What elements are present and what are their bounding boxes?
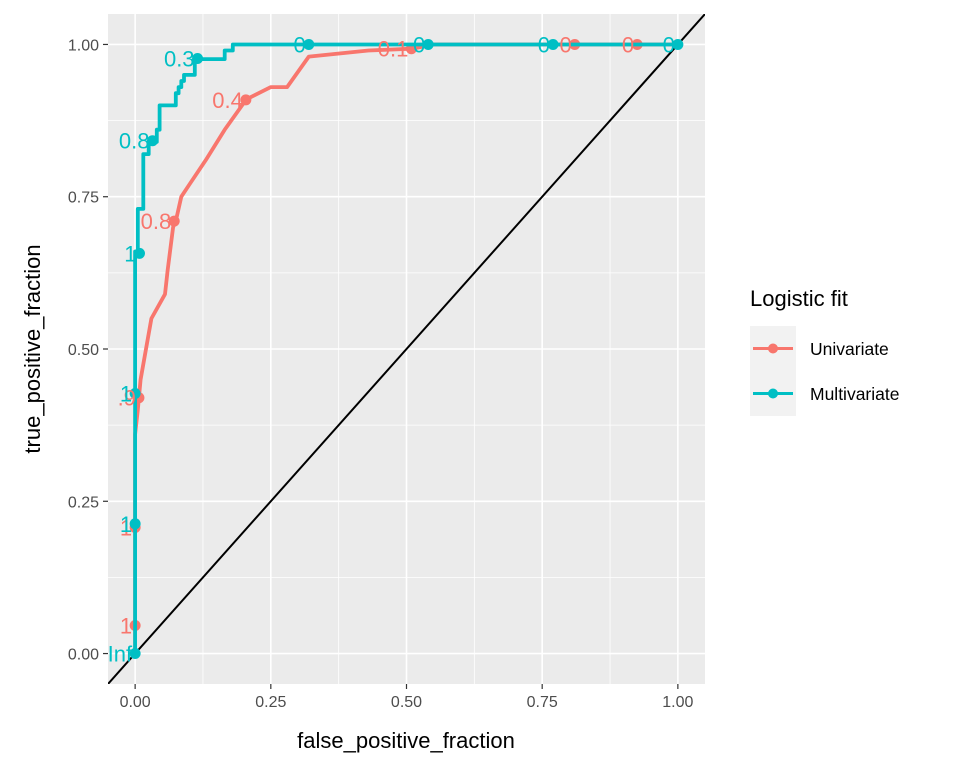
multivariate-cutoff-label: 1 <box>120 381 132 406</box>
multivariate-cutoff-label: 0 <box>538 32 550 57</box>
univariate-cutoff-label: 0.1 <box>378 37 409 62</box>
univariate-cutoff-label: 0 <box>622 32 634 57</box>
univariate-cutoff-label: 1 <box>120 515 132 540</box>
legend-title: Logistic fit <box>750 286 848 311</box>
multivariate-cutoff-point <box>547 38 559 50</box>
x-tick-label: 0.75 <box>527 694 558 711</box>
multivariate-cutoff-label: Inf <box>108 642 133 667</box>
multivariate-cutoff-label: 0.3 <box>164 46 195 71</box>
y-axis-title: true_positive_fraction <box>20 244 45 453</box>
x-tick-label: 0.25 <box>255 694 286 711</box>
legend: Logistic fit Univariate Multivariate <box>750 286 899 416</box>
multivariate-cutoff-label: 1 <box>120 512 132 537</box>
multivariate-cutoff-point <box>129 648 141 660</box>
univariate-cutoff-label: .9 <box>118 386 136 411</box>
multivariate-cutoff-label: 0 <box>413 32 425 57</box>
univariate-cutoff-point <box>168 215 180 227</box>
y-tick-label: 0.75 <box>68 190 99 207</box>
multivariate-cutoff-label: 0 <box>294 32 306 57</box>
legend-key-multivariate-point <box>768 388 778 399</box>
legend-key-univariate-point <box>768 343 778 354</box>
legend-label-multivariate: Multivariate <box>810 384 899 404</box>
y-tick-label: 0.25 <box>68 494 99 511</box>
x-tick-label: 0.00 <box>120 694 151 711</box>
multivariate-cutoff-point <box>133 247 145 259</box>
diagonal-reference-line <box>108 14 705 684</box>
multivariate-cutoff-point <box>192 52 204 64</box>
legend-label-univariate: Univariate <box>810 339 889 359</box>
x-tick-label: 0.50 <box>391 694 422 711</box>
multivariate-cutoff-point <box>129 518 141 530</box>
univariate-cutoff-label: 0.4 <box>212 88 243 113</box>
y-tick-label: 0.00 <box>68 647 99 664</box>
y-tick-label: 1.00 <box>68 37 99 54</box>
univariate-roc-curve <box>133 42 678 654</box>
univariate-cutoff-point <box>240 94 252 106</box>
univariate-cutoff-label: 1 <box>120 614 132 639</box>
univariate-cutoff-label: 0 <box>559 32 571 57</box>
multivariate-cutoff-point <box>672 38 684 50</box>
axes: 0.00 0.25 0.50 0.75 1.00 0.00 0.25 0.50 0.75 1.00 <box>68 37 694 711</box>
multivariate-roc-curve <box>133 42 678 654</box>
multivariate-cutoff-label: 0.8 <box>119 129 150 154</box>
x-tick-label: 1.00 <box>662 694 693 711</box>
multivariate-cutoff-label: 1 <box>124 241 136 266</box>
univariate-cutoff-label: 0.8 <box>141 209 172 234</box>
x-axis-title: false_positive_fraction <box>297 728 515 753</box>
multivariate-cutoff-point <box>303 38 315 50</box>
multivariate-cutoff-point <box>422 38 434 50</box>
multivariate-cutoff-label: 0 <box>663 32 675 57</box>
multivariate-cutoff-point <box>129 387 141 399</box>
y-tick-label: 0.50 <box>68 342 99 359</box>
multivariate-cutoff-point <box>147 135 159 147</box>
